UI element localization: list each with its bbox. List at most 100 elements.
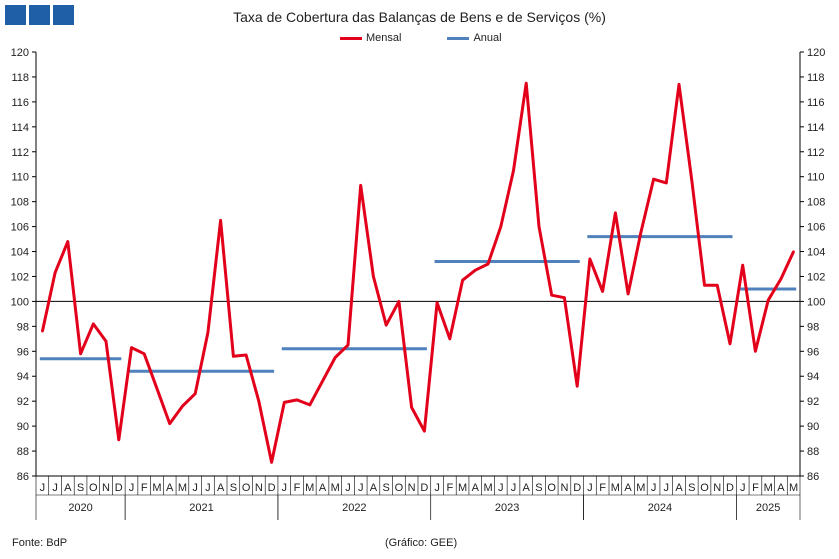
x-tick-label-month: D [726, 482, 734, 494]
series-mensal-point [295, 398, 299, 402]
y-tick-label-right: 96 [807, 346, 819, 358]
y-tick-label-right: 86 [807, 471, 819, 483]
y-tick-label-left: 104 [11, 247, 29, 259]
x-tick-label-month: F [446, 482, 453, 494]
x-tick-label-year: 2023 [495, 502, 519, 514]
y-tick-label-left: 102 [11, 271, 29, 283]
series-mensal-point [92, 322, 95, 326]
x-tick-label-month: J [129, 482, 135, 494]
series-mensal-point [639, 231, 643, 235]
x-tick-label-month: O [242, 482, 251, 494]
series-mensal-point [181, 404, 184, 408]
y-tick-label-right: 112 [807, 147, 825, 159]
x-tick-label-month: O [395, 482, 404, 494]
series-mensal-point [130, 346, 133, 349]
x-tick-label-month: S [77, 482, 84, 494]
y-tick-label-left: 110 [11, 172, 29, 184]
y-tick-label-right: 106 [807, 222, 825, 234]
x-tick-label-month: J [498, 482, 504, 494]
series-mensal-point [474, 269, 477, 272]
x-tick-label-month: S [382, 482, 389, 494]
series-mensal-point [155, 387, 159, 390]
y-tick-label-left: 112 [11, 147, 29, 159]
series-mensal-point [563, 296, 566, 299]
x-tick-label-month: S [535, 482, 542, 494]
series-mensal-point [537, 225, 541, 228]
x-tick-label-month: M [636, 482, 645, 494]
x-tick-label-month: A [166, 482, 174, 494]
y-tick-label-left: 98 [17, 321, 29, 333]
y-tick-label-left: 96 [17, 346, 29, 358]
y-tick-label-right: 92 [807, 396, 819, 408]
series-mensal-point [665, 181, 668, 185]
series-mensal-point [270, 461, 273, 464]
series-mensal-point [206, 331, 210, 334]
series-mensal-point [728, 342, 732, 346]
series-mensal-point [525, 81, 528, 85]
legend-label-anual: Anual [473, 32, 502, 44]
logo-square-3 [53, 5, 74, 25]
x-tick-label-month: M [764, 482, 773, 494]
series-mensal-point [397, 300, 401, 303]
chart-legend: Mensal Anual [340, 32, 502, 44]
y-tick-label-right: 120 [807, 47, 825, 59]
y-tick-label-right: 114 [807, 122, 825, 134]
x-tick-label-month: J [192, 482, 198, 494]
series-mensal-point [410, 406, 413, 409]
x-tick-label-month: J [587, 482, 593, 494]
series-mensal-point [384, 323, 388, 327]
y-tick-label-right: 102 [807, 271, 825, 283]
series-mensal-point [117, 438, 120, 442]
series-mensal-point [346, 343, 350, 347]
series-mensal-point [741, 264, 744, 267]
x-tick-label-month: A [217, 482, 225, 494]
x-tick-label-month: A [370, 482, 378, 494]
x-tick-label-month: M [611, 482, 620, 494]
x-tick-label-month: J [740, 482, 746, 494]
x-tick-label-month: A [624, 482, 632, 494]
source-note: Fonte: BdP [12, 537, 68, 549]
x-tick-label-month: D [115, 482, 123, 494]
series-mensal-line [40, 81, 795, 464]
x-tick-label-month: M [483, 482, 492, 494]
x-tick-label-month: F [599, 482, 606, 494]
y-tick-label-left: 86 [17, 471, 29, 483]
x-tick-label-month: J [664, 482, 670, 494]
x-tick-label-year: 2025 [756, 502, 780, 514]
x-tick-label-month: N [255, 482, 263, 494]
series-mensal-point [614, 211, 617, 215]
series-mensal-point [588, 257, 592, 261]
y-tick-label-right: 118 [807, 72, 825, 84]
x-tick-label-month: M [331, 482, 340, 494]
series-mensal-point [104, 340, 108, 343]
series-mensal-point [652, 178, 655, 181]
x-tick-label-month: O [547, 482, 556, 494]
series-mensal-point [41, 330, 44, 333]
series-mensal-point [792, 250, 795, 253]
x-tick-label-month: J [40, 482, 46, 494]
y-tick-label-right: 108 [807, 197, 825, 209]
x-tick-label-month: D [573, 482, 581, 494]
x-tick-label-month: N [408, 482, 416, 494]
y-tick-label-right: 90 [807, 421, 819, 433]
y-tick-label-left: 106 [11, 222, 29, 234]
x-tick-label-month: M [789, 482, 798, 494]
x-tick-label-month: A [675, 482, 683, 494]
chart-title: Taxa de Cobertura das Balanças de Bens e… [233, 9, 606, 25]
x-tick-label-month: J [358, 482, 364, 494]
legend-item-mensal: Mensal [340, 32, 401, 44]
x-tick-label-month: A [472, 482, 480, 494]
x-tick-label-year: 2022 [342, 502, 366, 514]
series-mensal-point [66, 240, 70, 243]
series-mensal-point [677, 83, 681, 86]
x-tick-label-month: S [688, 482, 695, 494]
y-tick-label-right: 100 [807, 296, 825, 308]
series-mensal-point [257, 399, 261, 403]
series-mensal-point [321, 380, 324, 383]
y-tick-label-right: 88 [807, 446, 819, 458]
y-tick-label-left: 100 [11, 296, 29, 308]
series-mensal-point [168, 422, 171, 425]
x-tick-label-month: F [752, 482, 759, 494]
x-tick-label-month: M [305, 482, 314, 494]
